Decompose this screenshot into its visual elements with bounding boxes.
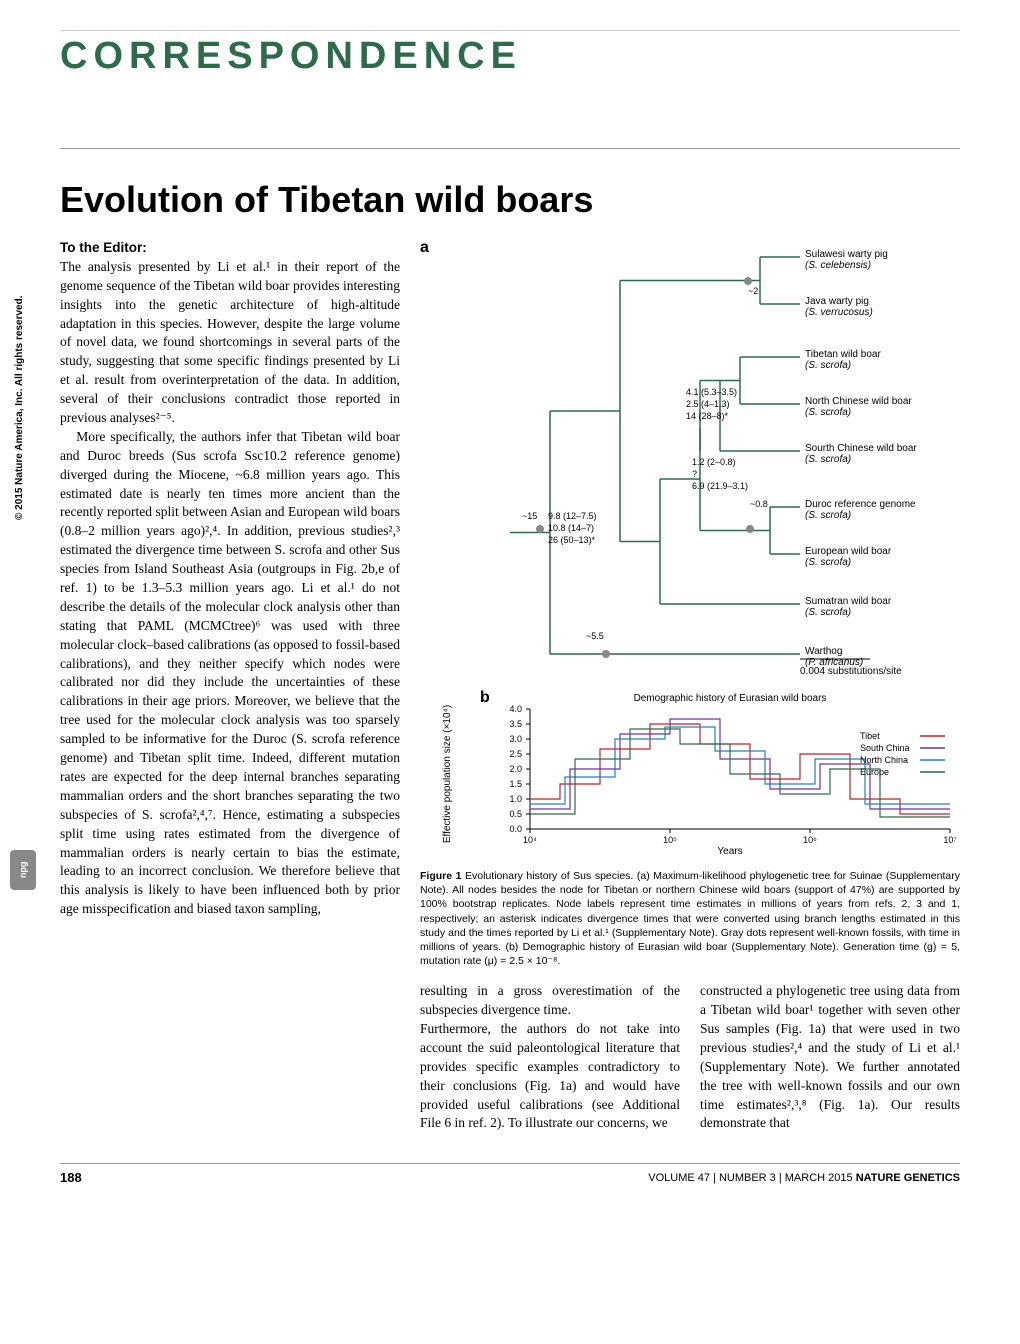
bottom-col1-p2: Furthermore, the authors do not take int… [420, 1020, 680, 1133]
copyright-notice: © 2015 Nature America, Inc. All rights r… [14, 295, 25, 520]
npg-logo: npg [10, 850, 36, 890]
svg-text:10⁵: 10⁵ [663, 835, 677, 845]
svg-text:~5.5: ~5.5 [586, 631, 604, 641]
footer-info: VOLUME 47 | NUMBER 3 | MARCH 2015 NATURE… [648, 1172, 960, 1184]
svg-text:2.0: 2.0 [509, 764, 522, 774]
figure-caption: Figure 1 Evolutionary history of Sus spe… [420, 869, 960, 968]
svg-text:(S. scrofa): (S. scrofa) [805, 407, 851, 418]
svg-text:Europe: Europe [860, 767, 889, 777]
svg-text:~0.8: ~0.8 [750, 499, 768, 509]
right-column: a Sulawesi warty pig(S. celebensis) Java … [420, 239, 960, 1133]
svg-text:1.5: 1.5 [509, 779, 522, 789]
svg-text:3.0: 3.0 [509, 734, 522, 744]
svg-text:~2: ~2 [748, 286, 758, 296]
figure-a-label: a [420, 239, 429, 257]
svg-text:2.5 (4–1.3): 2.5 (4–1.3) [686, 399, 730, 409]
footer-volume: VOLUME 47 | NUMBER 3 | MARCH 2015 [648, 1172, 852, 1184]
chart-title: Demographic history of Eurasian wild boa… [634, 693, 827, 704]
left-column: To the Editor: The analysis presented by… [60, 239, 400, 1133]
divider [60, 148, 960, 149]
editor-heading: To the Editor: [60, 240, 147, 255]
svg-text:9.8 (12–7.5): 9.8 (12–7.5) [548, 511, 597, 521]
figure-b-label: b [480, 689, 490, 707]
svg-text:10⁷: 10⁷ [943, 835, 956, 845]
bottom-columns: resulting in a gross overestimation of t… [420, 982, 960, 1133]
svg-text:Tibet: Tibet [860, 731, 880, 741]
svg-text:North China: North China [860, 755, 908, 765]
svg-text:4.0: 4.0 [509, 704, 522, 714]
chart-ylabel: Effective population size (×10⁴) [442, 705, 453, 843]
svg-text:South China: South China [860, 743, 910, 753]
svg-text:Warthog: Warthog [805, 646, 842, 657]
svg-text:(S. scrofa): (S. scrofa) [805, 510, 851, 521]
svg-text:?: ? [692, 469, 697, 479]
svg-text:14 (28–8)*: 14 (28–8)* [686, 411, 729, 421]
svg-text:Java warty pig: Java warty pig [805, 296, 869, 307]
svg-text:European wild boar: European wild boar [805, 546, 892, 557]
svg-text:0.5: 0.5 [509, 809, 522, 819]
svg-text:(S. scrofa): (S. scrofa) [805, 454, 851, 465]
svg-text:~15: ~15 [522, 511, 537, 521]
svg-text:(S. verrucosus): (S. verrucosus) [805, 307, 873, 318]
figure-caption-text: Evolutionary history of Sus species. (a)… [420, 870, 960, 967]
svg-text:10.8 (14–7): 10.8 (14–7) [548, 523, 594, 533]
svg-text:Sourth Chinese wild boar: Sourth Chinese wild boar [805, 443, 917, 454]
demographic-chart: Demographic history of Eurasian wild boa… [420, 689, 960, 859]
svg-text:4.1 (5.3–3.5): 4.1 (5.3–3.5) [686, 387, 737, 397]
svg-text:6.9 (21.9–3.1): 6.9 (21.9–3.1) [692, 481, 748, 491]
svg-text:1.0: 1.0 [509, 794, 522, 804]
svg-text:26 (50–13)*: 26 (50–13)* [548, 535, 596, 545]
svg-text:(S. scrofa): (S. scrofa) [805, 360, 851, 371]
svg-text:Sulawesi warty pig: Sulawesi warty pig [805, 249, 888, 260]
figure-1b: b Demographic history of Eurasian wild b… [420, 689, 960, 859]
svg-text:Sumatran wild boar: Sumatran wild boar [805, 596, 892, 607]
phylogenetic-tree: Sulawesi warty pig(S. celebensis) Java wa… [420, 239, 960, 689]
page-number: 188 [60, 1170, 82, 1185]
paragraph-1: The analysis presented by Li et al.¹ in … [60, 258, 400, 428]
scale-bar-text: 0.004 substitutions/site [800, 666, 902, 677]
chart-xlabel: Years [717, 846, 742, 857]
page-footer: 188 VOLUME 47 | NUMBER 3 | MARCH 2015 NA… [60, 1163, 960, 1185]
figure-caption-lead: Figure 1 [420, 870, 461, 882]
figure-1a: a Sulawesi warty pig(S. celebensis) Java … [420, 239, 960, 689]
svg-text:3.5: 3.5 [509, 719, 522, 729]
svg-text:Tibetan wild boar: Tibetan wild boar [805, 349, 881, 360]
svg-text:(S. celebensis): (S. celebensis) [805, 260, 871, 271]
svg-text:Duroc reference genome: Duroc reference genome [805, 499, 916, 510]
section-header: CORRESPONDENCE [60, 30, 960, 78]
svg-text:(S. scrofa): (S. scrofa) [805, 607, 851, 618]
bottom-col1-p1: resulting in a gross overestimation of t… [420, 982, 680, 1020]
paragraph-2: More specifically, the authors infer tha… [60, 428, 400, 919]
svg-text:1.2 (2–0.8): 1.2 (2–0.8) [692, 457, 736, 467]
svg-text:10⁴: 10⁴ [523, 835, 537, 845]
article-title: Evolution of Tibetan wild boars [60, 179, 960, 221]
svg-text:(S. scrofa): (S. scrofa) [805, 557, 851, 568]
svg-text:10⁶: 10⁶ [803, 835, 817, 845]
svg-text:2.5: 2.5 [509, 749, 522, 759]
footer-journal: NATURE GENETICS [856, 1172, 960, 1184]
svg-text:North Chinese wild boar: North Chinese wild boar [805, 396, 912, 407]
bottom-col2: constructed a phylogenetic tree using da… [700, 982, 960, 1133]
svg-text:0.0: 0.0 [509, 824, 522, 834]
